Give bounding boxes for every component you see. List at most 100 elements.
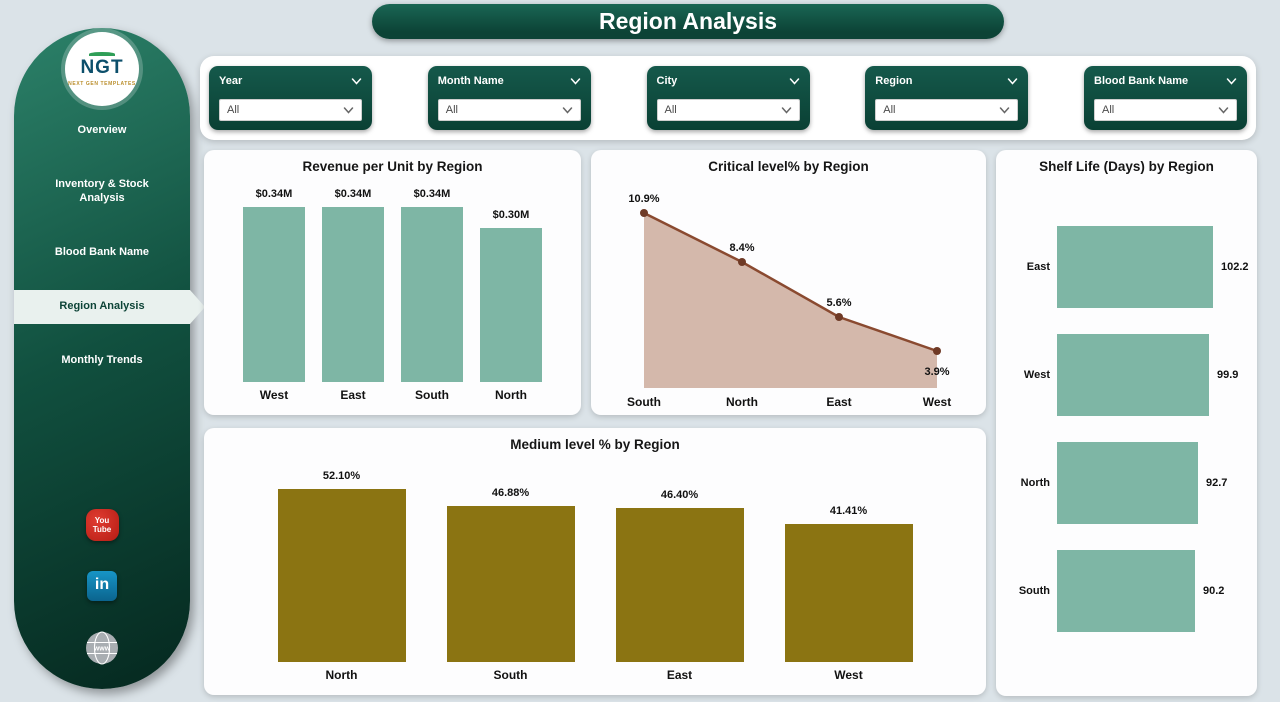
sidebar-item-inventory-stock-analysis[interactable]: Inventory & Stock Analysis (55, 177, 149, 204)
bar-value-label: 46.40% (660, 489, 699, 501)
category-label: East (666, 668, 693, 682)
chevron-down-icon (1008, 77, 1018, 85)
revenue-category-axis: West East South North (204, 388, 581, 402)
hbar-row-north: North 92.7 (1006, 429, 1257, 537)
bar-north[interactable] (1057, 442, 1198, 524)
sidebar-item-blood-bank-name[interactable]: Blood Bank Name (54, 245, 150, 258)
data-point-north[interactable] (738, 258, 746, 266)
bar-north[interactable] (277, 489, 406, 662)
bar-west[interactable] (784, 524, 913, 662)
youtube-text-top: You (94, 515, 110, 525)
filter-bar: Year All Month Name All City All Region All Bloo… (200, 56, 1256, 140)
critical-level-area-chart: 10.9% South 8.4% North 5.6% East 3.9% West (591, 177, 986, 417)
youtube-text-bottom: Tube (92, 525, 112, 534)
chart-title: Revenue per Unit by Region (302, 159, 483, 174)
point-value-label: 8.4% (729, 242, 754, 254)
globe-www-text: www (93, 646, 111, 653)
chevron-down-icon (343, 106, 354, 114)
website-icon[interactable]: www (85, 631, 119, 665)
bar-value-label: 41.41% (829, 505, 868, 517)
chevron-shape (570, 77, 580, 85)
chevron-down-icon (1218, 106, 1229, 114)
globe-meridian (93, 631, 111, 665)
sidebar-item-region-analysis[interactable]: Region Analysis (14, 289, 190, 324)
filter-selected-value: All (1102, 104, 1115, 116)
page-title: Region Analysis (372, 4, 1004, 39)
chevron-down-icon (570, 77, 580, 85)
chevron-down-icon (1226, 77, 1237, 85)
bar-east[interactable] (615, 508, 744, 662)
filter-month-name: Month Name All (427, 66, 591, 130)
bar-south[interactable] (401, 207, 463, 382)
hbar-row-east: East 102.2 (1006, 213, 1257, 321)
bar-column-south: 46.88% (446, 487, 575, 662)
trend-line (643, 211, 938, 353)
point-value-label: 3.9% (924, 366, 949, 378)
hbar-row-south: South 90.2 (1006, 537, 1257, 645)
chart-title: Medium level % by Region (510, 437, 680, 452)
filter-region: Region All (865, 66, 1029, 130)
filter-dropdown-month-name[interactable]: All (437, 99, 581, 121)
bar-value-label: 102.2 (1221, 261, 1249, 273)
category-label: North (495, 388, 527, 402)
category-label: South (493, 668, 528, 682)
filter-blood-bank-name: Blood Bank Name All (1084, 66, 1247, 130)
filter-header: Blood Bank Name (1094, 75, 1237, 87)
medium-level-bar-chart: 52.10% 46.88% 46.40% 41.41% North South East We… (204, 470, 986, 682)
point-value-label: 5.6% (826, 297, 851, 309)
bar-south[interactable] (1057, 550, 1195, 632)
filter-selected-value: All (883, 104, 896, 116)
chevron-shape (343, 106, 354, 114)
bar-value-label: 99.9 (1217, 369, 1239, 381)
page-title-text: Region Analysis (598, 8, 778, 34)
hbar-row-west: West 99.9 (1006, 321, 1257, 429)
data-point-west[interactable] (933, 347, 941, 355)
filter-dropdown-year[interactable]: All (219, 99, 362, 121)
chevron-shape (789, 77, 799, 85)
filter-dropdown-region[interactable]: All (875, 99, 1019, 121)
chevron-shape (1000, 106, 1010, 114)
category-label: West (1023, 369, 1050, 381)
category-label: West (834, 668, 863, 682)
revenue-plot-area: $0.34M $0.34M $0.34M $0.30M (204, 188, 581, 382)
bar-east[interactable] (1057, 226, 1213, 308)
bar-column-east: $0.34M (322, 188, 384, 382)
filter-selected-value: All (227, 104, 240, 116)
medium-category-axis: North South East West (204, 668, 986, 682)
filter-header: Year (219, 75, 362, 87)
revenue-bar-chart: $0.34M $0.34M $0.34M $0.30M West East South Nor… (204, 188, 581, 402)
logo-text: NGT (80, 52, 123, 79)
category-label: North (726, 395, 758, 409)
filter-dropdown-blood-bank-name[interactable]: All (1094, 99, 1237, 121)
data-point-south[interactable] (640, 209, 648, 217)
bar-north[interactable] (480, 228, 542, 382)
sidebar-item-overview[interactable]: Overview (77, 124, 127, 136)
data-point-east[interactable] (835, 313, 843, 321)
sidebar-item-monthly-trends[interactable]: Monthly Trends (61, 353, 143, 366)
bar-column-west: 41.41% (784, 505, 913, 662)
bar-east[interactable] (322, 207, 384, 382)
chart-card-revenue-per-unit: Revenue per Unit by Region $0.34M $0.34M $… (204, 150, 581, 415)
social-links: You Tube in www (85, 509, 119, 665)
filter-selected-value: All (664, 104, 677, 116)
globe-circle (86, 632, 118, 664)
filter-header: Month Name (438, 75, 581, 87)
bar-south[interactable] (446, 506, 575, 662)
logo-subtext: NEXT GEN TEMPLATES (68, 80, 136, 87)
chevron-down-icon (562, 106, 572, 114)
bar-west[interactable] (243, 207, 305, 382)
linkedin-icon[interactable]: in (87, 571, 117, 601)
chevron-shape (1008, 77, 1018, 85)
bar-value-label: $0.34M (334, 188, 372, 200)
chevron-shape (562, 106, 572, 114)
bar-west[interactable] (1057, 334, 1209, 416)
chevron-shape (781, 106, 791, 114)
filter-dropdown-city[interactable]: All (656, 99, 800, 121)
bar-column-south: $0.34M (401, 188, 463, 382)
filter-label: City (656, 75, 678, 87)
chevron-down-icon (1000, 106, 1010, 114)
category-label: South (415, 388, 449, 402)
bar-column-north: $0.30M (480, 209, 542, 382)
youtube-icon[interactable]: You Tube (85, 509, 119, 541)
